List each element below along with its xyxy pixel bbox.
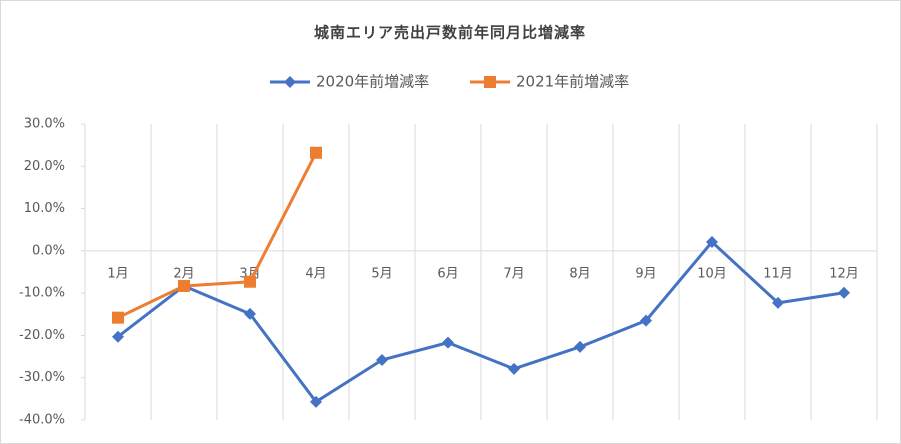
x-tick-label: 2月 — [173, 266, 194, 281]
legend-marker — [284, 76, 296, 88]
y-tick-label: 30.0% — [24, 117, 65, 132]
y-tick-label: 10.0% — [24, 201, 65, 216]
data-point — [640, 314, 652, 327]
data-point — [310, 395, 322, 408]
legend-label: 2020年前増減率 — [316, 73, 429, 91]
data-point — [112, 311, 124, 324]
y-tick-label: 20.0% — [24, 159, 65, 174]
data-point — [706, 235, 718, 248]
data-point — [574, 340, 586, 353]
data-point — [442, 336, 454, 349]
x-tick-label: 11月 — [763, 266, 793, 281]
data-point — [508, 362, 520, 375]
x-tick-label: 5月 — [371, 266, 392, 281]
data-point — [376, 353, 388, 366]
data-point — [838, 286, 850, 299]
y-tick-label: 0.0% — [32, 243, 65, 258]
x-tick-label: 7月 — [503, 266, 524, 281]
x-tick-label: 12月 — [829, 266, 859, 281]
legend-label: 2021年前増減率 — [516, 73, 629, 91]
data-point — [112, 330, 124, 343]
x-tick-label: 4月 — [305, 266, 326, 281]
x-tick-label: 6月 — [437, 266, 458, 281]
y-tick-label: -10.0% — [19, 286, 65, 301]
x-tick-label: 10月 — [697, 266, 727, 281]
series-line — [117, 152, 318, 320]
data-point — [310, 146, 322, 159]
y-tick-label: -30.0% — [19, 370, 65, 385]
y-tick-label: -40.0% — [19, 413, 65, 428]
legend-marker — [484, 76, 496, 88]
x-tick-label: 8月 — [569, 266, 590, 281]
x-tick-label: 1月 — [107, 266, 128, 281]
data-point — [244, 307, 256, 320]
x-tick-label: 9月 — [635, 266, 656, 281]
data-point — [178, 279, 190, 292]
data-point — [772, 296, 784, 309]
data-point — [244, 275, 256, 288]
series-line — [117, 240, 845, 404]
chart-title: 城南エリア売出戸数前年同月比増減率 — [314, 24, 586, 42]
y-tick-label: -20.0% — [19, 328, 65, 343]
